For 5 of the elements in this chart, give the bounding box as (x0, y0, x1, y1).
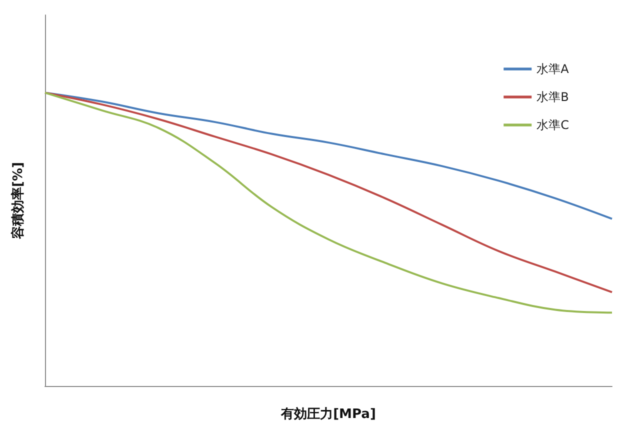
x-axis-title: 有効圧力[MPa] (280, 406, 376, 422)
y-axis-title: 容積効率[%] (10, 162, 26, 240)
legend-label: 水準A (536, 62, 570, 76)
legend-label: 水準B (536, 90, 569, 104)
legend-label: 水準C (536, 118, 570, 132)
